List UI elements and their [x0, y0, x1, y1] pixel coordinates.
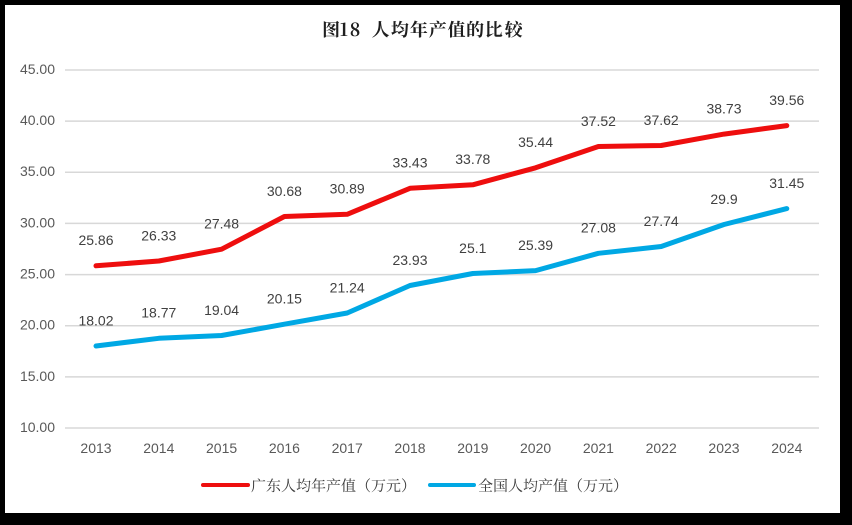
- svg-text:2016: 2016: [269, 440, 300, 456]
- svg-text:35.44: 35.44: [518, 134, 553, 150]
- svg-text:2015: 2015: [206, 440, 237, 456]
- svg-text:2023: 2023: [708, 440, 739, 456]
- svg-text:30.00: 30.00: [20, 214, 55, 230]
- svg-text:27.08: 27.08: [581, 220, 616, 236]
- svg-text:2014: 2014: [143, 440, 174, 456]
- svg-text:21.24: 21.24: [330, 279, 365, 295]
- svg-text:25.1: 25.1: [459, 240, 486, 256]
- svg-text:29.9: 29.9: [710, 191, 737, 207]
- svg-text:15.00: 15.00: [20, 368, 55, 384]
- svg-text:20.15: 20.15: [267, 291, 302, 307]
- svg-text:23.93: 23.93: [392, 252, 427, 268]
- svg-text:27.74: 27.74: [644, 213, 679, 229]
- svg-text:18.02: 18.02: [78, 312, 113, 328]
- svg-text:20.00: 20.00: [20, 317, 55, 333]
- svg-text:30.68: 30.68: [267, 183, 302, 199]
- svg-text:2024: 2024: [771, 440, 802, 456]
- svg-text:2013: 2013: [80, 440, 111, 456]
- svg-text:10.00: 10.00: [20, 419, 55, 435]
- svg-text:2020: 2020: [520, 440, 551, 456]
- svg-text:2019: 2019: [457, 440, 488, 456]
- svg-text:45.00: 45.00: [20, 61, 55, 77]
- svg-text:39.56: 39.56: [769, 92, 804, 108]
- svg-text:30.89: 30.89: [330, 181, 365, 197]
- svg-text:2021: 2021: [583, 440, 614, 456]
- svg-text:27.48: 27.48: [204, 216, 239, 232]
- svg-text:2022: 2022: [646, 440, 677, 456]
- svg-text:35.00: 35.00: [20, 163, 55, 179]
- svg-text:38.73: 38.73: [706, 101, 741, 117]
- svg-text:37.52: 37.52: [581, 113, 616, 129]
- svg-text:25.39: 25.39: [518, 237, 553, 253]
- svg-text:33.78: 33.78: [455, 151, 490, 167]
- svg-text:26.33: 26.33: [141, 227, 176, 243]
- svg-text:18.77: 18.77: [141, 305, 176, 321]
- svg-text:33.43: 33.43: [392, 155, 427, 171]
- svg-text:19.04: 19.04: [204, 302, 239, 318]
- svg-text:25.00: 25.00: [20, 266, 55, 282]
- svg-text:2017: 2017: [332, 440, 363, 456]
- svg-text:2018: 2018: [394, 440, 425, 456]
- svg-text:37.62: 37.62: [644, 112, 679, 128]
- svg-text:40.00: 40.00: [20, 112, 55, 128]
- svg-text:25.86: 25.86: [78, 232, 113, 248]
- svg-text:31.45: 31.45: [769, 175, 804, 191]
